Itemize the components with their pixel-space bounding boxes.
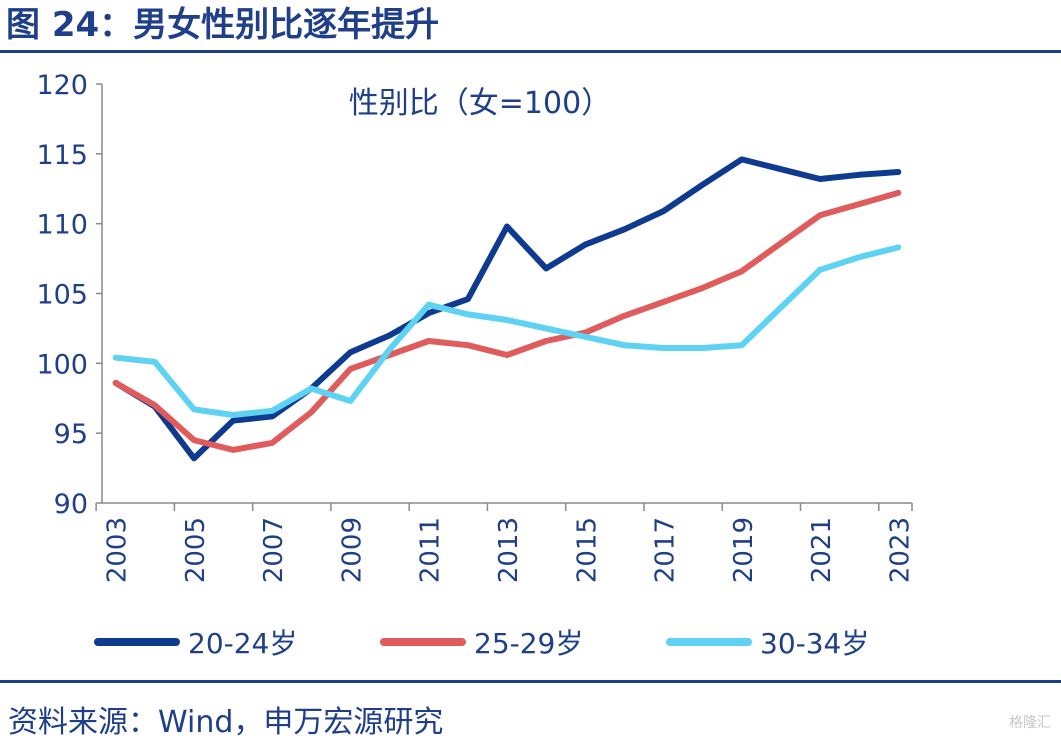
x-tick-label: 2009 (337, 517, 367, 583)
legend-swatch (94, 638, 180, 646)
x-tick-label: 2011 (416, 517, 446, 583)
x-tick-label: 2021 (807, 517, 837, 583)
legend-item-25-29: 25-29岁 (380, 624, 583, 660)
axes: 90 95 100 105 110 115 120 2003 2005 2007 2009 2011 2… (36, 70, 915, 583)
x-tick-label: 2023 (885, 517, 915, 583)
x-tick-label: 2013 (494, 517, 524, 583)
legend-swatch (666, 638, 752, 646)
legend-item-20-24: 20-24岁 (94, 624, 297, 660)
figure-title: 图 24：男女性别比逐年提升 (6, 5, 440, 45)
series-line-25-29岁 (112, 189, 902, 453)
y-tick-label: 120 (36, 70, 88, 101)
series-lines (112, 156, 902, 462)
legend-swatch (380, 638, 466, 646)
y-tick-label: 90 (54, 489, 88, 520)
line-chart: 性别比（女=100） 90 95 100 105 110 115 120 2003 2005 20… (36, 70, 915, 583)
legend-label: 25-29岁 (474, 627, 584, 660)
x-tick-label: 2007 (259, 517, 289, 583)
chart-title: 性别比（女=100） (349, 86, 611, 121)
series-line-20-24岁 (112, 156, 902, 462)
x-tick-label: 2015 (572, 517, 602, 583)
legend-label: 30-34岁 (760, 627, 870, 660)
x-tick-label: 2003 (103, 517, 133, 583)
legend-label: 20-24岁 (188, 627, 298, 660)
x-tick-label: 2005 (181, 517, 211, 583)
y-tick-label: 105 (36, 280, 88, 311)
series-line-30-34岁 (112, 244, 902, 418)
source-note: 资料来源：Wind，申万宏源研究 (8, 705, 444, 740)
source-rule (0, 680, 1061, 683)
title-rule (0, 50, 1061, 53)
watermark-logo: 格隆汇 (1009, 715, 1051, 731)
x-tick-label: 2019 (729, 517, 759, 583)
x-tick-label: 2017 (651, 517, 681, 583)
y-tick-label: 100 (36, 349, 88, 380)
legend-item-30-34: 30-34岁 (666, 624, 869, 660)
y-tick-label: 110 (36, 210, 88, 241)
y-tick-label: 95 (54, 419, 88, 450)
y-tick-label: 115 (36, 140, 88, 171)
